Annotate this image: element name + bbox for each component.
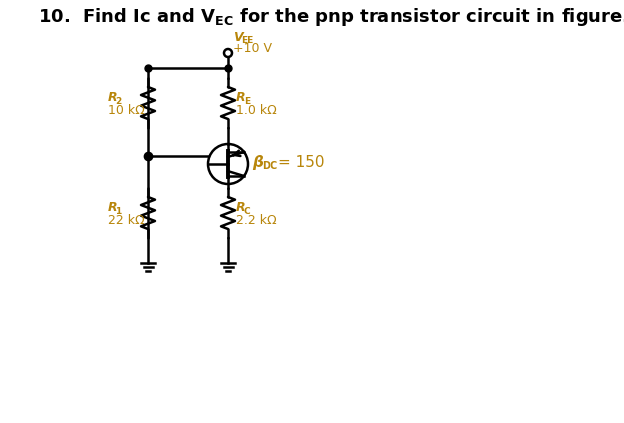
Text: β: β bbox=[252, 154, 263, 170]
Text: +10 V: +10 V bbox=[233, 41, 272, 55]
Text: 10.  Find Ic and $\mathdefault{V_{EC}}$ for the pnp transistor circuit in figure: 10. Find Ic and $\mathdefault{V_{EC}}$ f… bbox=[38, 6, 624, 28]
Text: R: R bbox=[236, 201, 246, 214]
Text: C: C bbox=[244, 206, 251, 215]
Text: 22 kΩ: 22 kΩ bbox=[108, 214, 145, 226]
Text: 2: 2 bbox=[115, 96, 121, 105]
Text: 10 kΩ: 10 kΩ bbox=[108, 104, 145, 116]
Text: = 150: = 150 bbox=[278, 154, 324, 170]
Text: R: R bbox=[108, 201, 118, 214]
Text: 1: 1 bbox=[115, 206, 121, 215]
Text: 2.2 kΩ: 2.2 kΩ bbox=[236, 214, 276, 226]
Text: V: V bbox=[233, 30, 243, 44]
Text: E: E bbox=[244, 96, 250, 105]
Text: 1.0 kΩ: 1.0 kΩ bbox=[236, 104, 277, 116]
Text: R: R bbox=[236, 91, 246, 104]
Text: R: R bbox=[108, 91, 118, 104]
Text: EE: EE bbox=[241, 36, 253, 44]
Text: DC: DC bbox=[262, 161, 277, 171]
